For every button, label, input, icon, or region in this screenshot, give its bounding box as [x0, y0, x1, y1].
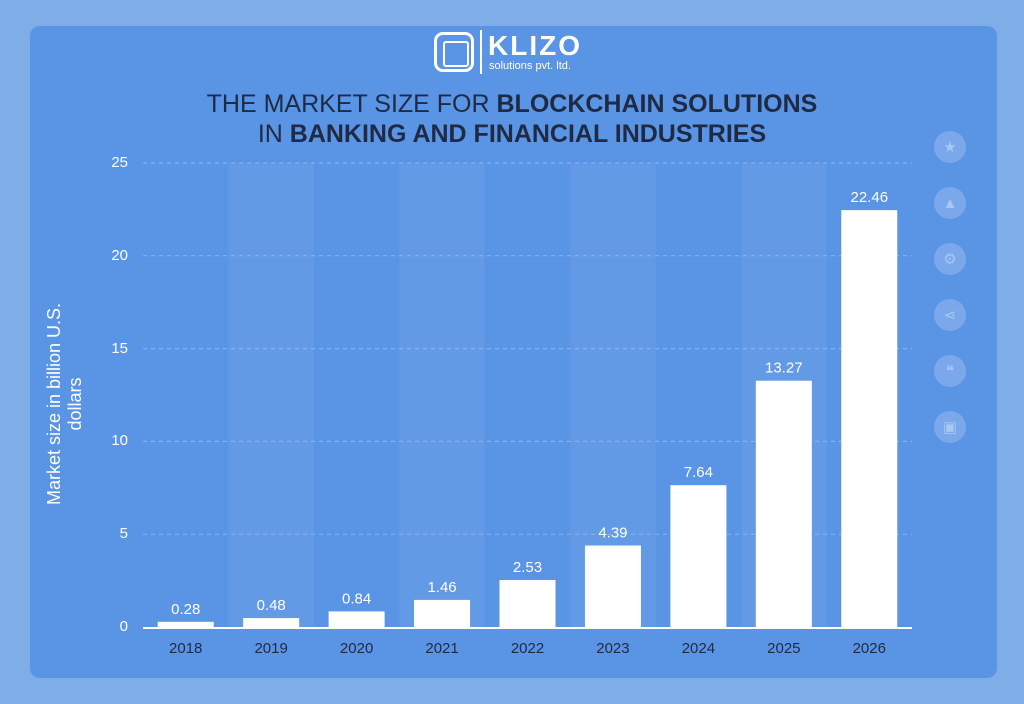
title-line1-bold: BLOCKCHAIN SOLUTIONS [496, 90, 818, 118]
klizo-logo-icon [434, 32, 474, 72]
bar-value-label: 1.46 [427, 579, 456, 596]
bell-icon[interactable]: ▲ [934, 187, 966, 219]
brand-tagline: solutions pvt. ltd. [489, 60, 571, 72]
x-tick-label: 2026 [853, 640, 886, 657]
title-line2-bold: BANKING AND FINANCIAL INDUSTRIES [289, 120, 767, 148]
bar-value-label: 7.64 [684, 464, 713, 481]
y-tick-label: 15 [111, 339, 128, 357]
bar-2024 [670, 485, 727, 627]
brand-name: KLIZO [488, 30, 582, 61]
chart-title-line2: IN BANKING AND FINANCIAL INDUSTRIES [0, 119, 1024, 149]
x-tick-label: 2019 [254, 640, 287, 657]
y-tick-label: 5 [119, 525, 128, 543]
print-icon[interactable]: ▣ [934, 411, 966, 443]
title-line1-light: THE MARKET SIZE FOR [206, 90, 497, 118]
x-tick-label: 2018 [169, 640, 202, 657]
title-line2-light: IN [257, 120, 290, 148]
bar-value-label: 2.53 [513, 559, 542, 576]
bar-2021 [414, 599, 471, 627]
bar-value-label: 0.48 [257, 597, 286, 614]
x-tick-label: 2023 [596, 640, 629, 657]
chart-card [30, 26, 997, 678]
gear-icon[interactable]: ⚙ [934, 243, 966, 275]
column-band [399, 163, 485, 627]
bar-2026 [841, 210, 898, 627]
bar-value-label: 13.27 [765, 360, 803, 377]
logo-divider [480, 30, 482, 74]
y-tick-label: 10 [111, 432, 128, 450]
x-tick-label: 2022 [511, 640, 544, 657]
y-tick-label: 25 [111, 154, 128, 171]
bar-2020 [328, 611, 385, 627]
y-tick-label: 0 [119, 618, 128, 635]
bar-2022 [499, 580, 556, 627]
klizo-logo: KLIZO solutions pvt. ltd. [434, 30, 604, 78]
share-icon[interactable]: ⋖ [934, 299, 966, 331]
column-band [228, 163, 314, 627]
x-tick-label: 2025 [767, 640, 800, 657]
bar-value-label: 0.84 [342, 590, 371, 607]
star-icon[interactable]: ★ [934, 131, 966, 163]
x-tick-label: 2024 [682, 640, 715, 657]
x-tick-label: 2021 [425, 640, 458, 657]
bar-2025 [755, 380, 812, 627]
y-tick-label: 20 [111, 246, 128, 264]
bar-value-label: 0.28 [171, 601, 200, 618]
bar-value-label: 4.39 [598, 525, 627, 542]
x-tick-label: 2020 [340, 640, 373, 657]
bar-value-label: 22.46 [851, 189, 889, 206]
bar-2019 [243, 618, 300, 627]
bar-2023 [584, 545, 641, 627]
quote-icon[interactable]: ❝ [934, 355, 966, 387]
bar-2018 [157, 621, 214, 627]
chart-title-line1: THE MARKET SIZE FOR BLOCKCHAIN SOLUTIONS [0, 89, 1024, 119]
